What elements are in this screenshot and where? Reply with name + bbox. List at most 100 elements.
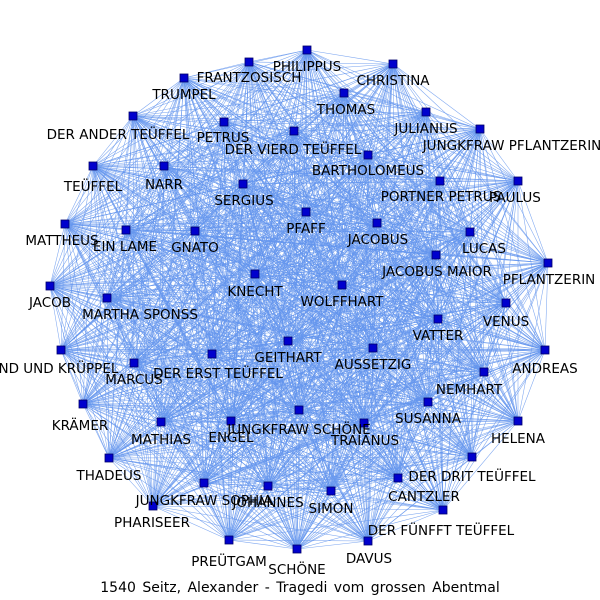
graph-edge — [211, 349, 546, 355]
node-label-jacob: JACOB — [28, 295, 71, 311]
graph-edge — [343, 92, 437, 256]
graph-edge — [92, 61, 250, 167]
node-label-nemhart: NEMHART — [436, 382, 503, 398]
node-label-jungkfraw-sophia: JUNGKFRAW SOPHIA — [135, 493, 273, 509]
graph-edge — [211, 353, 444, 511]
graph-edge — [367, 456, 473, 542]
graph-edge — [442, 371, 485, 511]
graph-edge — [106, 297, 439, 320]
graph-edge — [163, 121, 225, 167]
node-marker-cantzler — [393, 473, 403, 483]
graph-edge — [293, 92, 345, 132]
graph-edge — [82, 403, 298, 550]
graph-edge — [106, 297, 154, 507]
node-label-jacobus: JACOBUS — [347, 232, 409, 248]
graph-edge — [483, 371, 519, 422]
graph-edge — [254, 254, 437, 275]
graph-edge — [341, 262, 549, 286]
graph-edge — [435, 254, 549, 264]
graph-edge — [60, 340, 289, 351]
graph-edge — [376, 180, 519, 224]
node-label-geithart: GEITHART — [254, 350, 322, 366]
graph-edge — [203, 482, 298, 550]
graph-edge — [60, 349, 298, 550]
graph-edge — [203, 456, 473, 484]
node-marker-traianus — [359, 418, 369, 428]
graph-edge — [194, 230, 374, 349]
graph-edge — [163, 165, 441, 182]
graph-edge — [203, 262, 549, 484]
graph-edge — [296, 422, 365, 550]
graph-edge — [163, 63, 394, 167]
graph-edge — [64, 223, 369, 542]
graph-edge — [203, 63, 394, 484]
graph-edge — [92, 115, 134, 167]
graph-edge — [82, 92, 345, 405]
graph-edge — [125, 229, 300, 411]
graph-edge — [125, 229, 473, 458]
graph-edge — [108, 457, 269, 487]
graph-edge — [425, 111, 481, 130]
graph-edge — [133, 362, 232, 422]
graph-edge — [223, 121, 441, 182]
node-label-petrus: PETRUS — [197, 130, 250, 146]
graph-edge — [228, 371, 485, 541]
node-marker-simon — [326, 486, 336, 496]
graph-edge — [254, 111, 427, 275]
graph-edge — [132, 61, 250, 117]
node-label-vatter: VATTER — [413, 328, 464, 344]
node-label-helena: HELENA — [491, 431, 546, 447]
graph-edge — [372, 347, 444, 511]
graph-edge — [267, 349, 546, 487]
graph-edge — [108, 318, 439, 459]
node-marker-mathias — [156, 417, 166, 427]
graph-edge — [60, 165, 165, 351]
node-label-der-erst-teüffel: DER ERST TEÜFFEL — [153, 364, 283, 382]
node-marker-venus — [501, 298, 511, 308]
graph-edge — [437, 318, 519, 422]
graph-edge — [92, 165, 546, 351]
graph-edge — [183, 77, 471, 233]
graph-edge — [92, 121, 225, 167]
graph-edge — [211, 340, 289, 355]
graph-edge — [49, 223, 66, 287]
graph-edge — [163, 165, 378, 224]
node-label-wolffhart: WOLFFHART — [300, 294, 384, 310]
node-marker-jungkfraw-pflantzerin — [475, 124, 485, 134]
graph-edge — [163, 165, 519, 182]
graph-edge — [108, 456, 473, 459]
graph-edge — [254, 180, 441, 275]
graph-edge — [60, 230, 196, 351]
graph-edge — [203, 318, 439, 484]
graph-edge — [211, 254, 437, 355]
graph-edge — [442, 456, 473, 511]
graph-edge — [228, 509, 444, 541]
graph-edge — [341, 284, 519, 422]
graph-edge — [64, 211, 307, 225]
graph-edge — [132, 115, 165, 167]
graph-edge — [223, 111, 427, 123]
graph-edge — [106, 297, 546, 351]
graph-edge — [64, 61, 250, 225]
graph-edge — [372, 347, 546, 351]
graph-edge — [82, 403, 110, 459]
node-marker-teüffel — [88, 161, 98, 171]
graph-edge — [82, 403, 365, 424]
graph-edge — [108, 302, 507, 459]
graph-edge — [296, 284, 343, 550]
graph-edge — [49, 231, 471, 287]
graph-edge — [298, 254, 437, 411]
graph-edge — [106, 297, 507, 304]
node-marker-wolffhart — [337, 280, 347, 290]
node-label-trumpel: TRUMPEL — [151, 87, 216, 103]
graph-edge — [64, 223, 374, 349]
graph-edge — [223, 121, 507, 304]
graph-edge — [293, 130, 378, 224]
node-label-julianus: JULIANUS — [393, 121, 457, 137]
graph-edge — [132, 77, 185, 117]
graph-edge — [49, 165, 94, 287]
node-marker-jacobus — [372, 218, 382, 228]
graph-edge — [267, 111, 427, 487]
graph-edge — [160, 154, 369, 423]
